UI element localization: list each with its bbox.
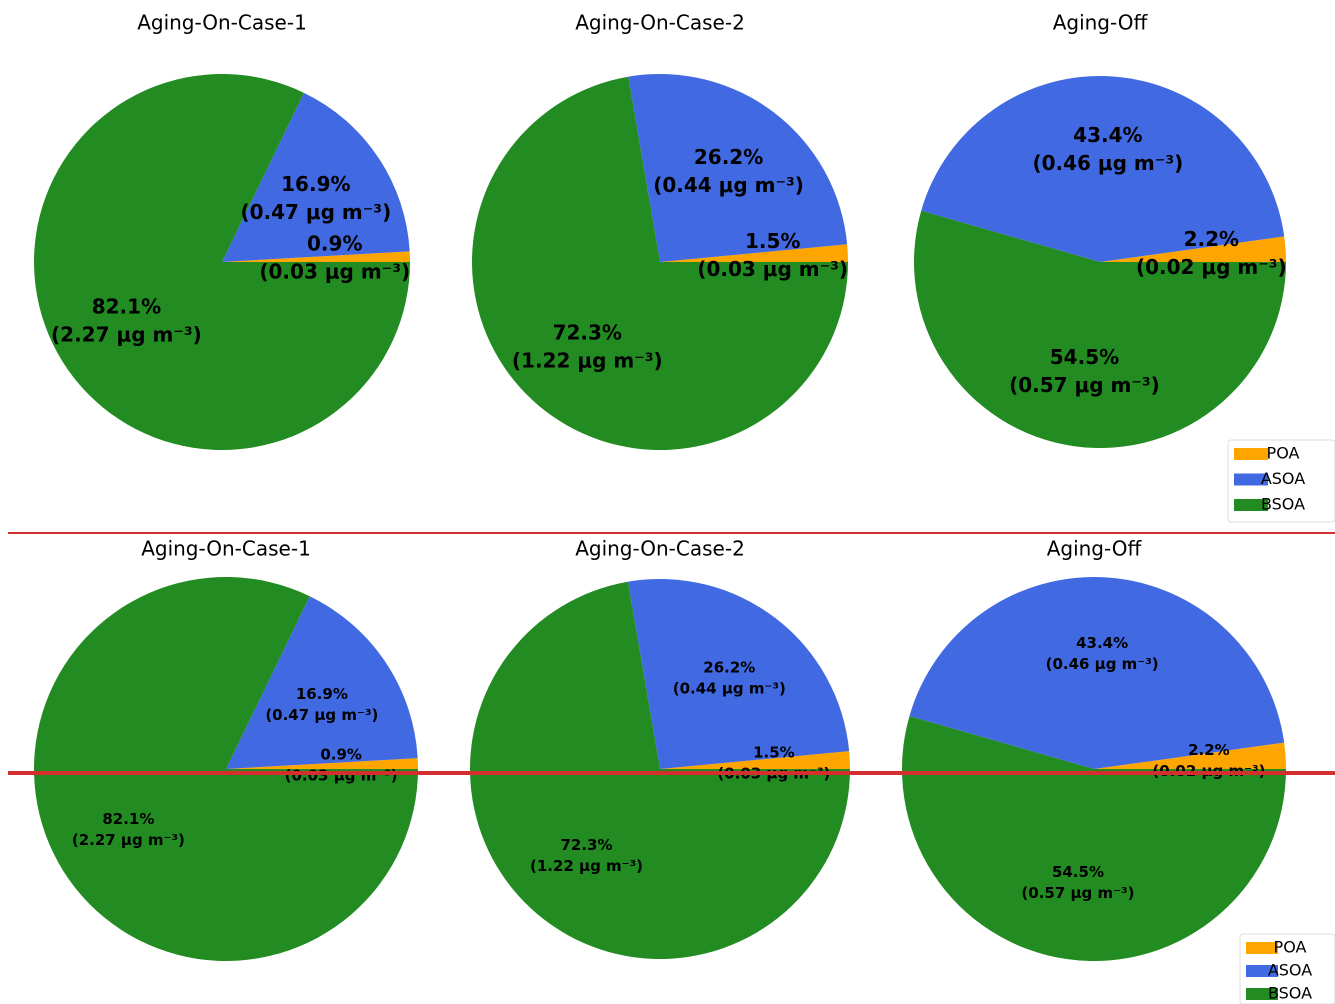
pie-wedge: [472, 76, 848, 450]
value-label: 26.2%: [694, 145, 763, 169]
pie-wedge: [222, 92, 410, 262]
pie-wedge: [628, 74, 848, 263]
legend-swatch: [1246, 988, 1278, 1000]
value-sublabel: (0.46 μg m⁻³): [1032, 151, 1183, 175]
value-label: 16.9%: [281, 172, 350, 196]
value-sublabel: (1.22 μg m⁻³): [530, 857, 643, 875]
value-sublabel: (0.02 μg m⁻³): [1136, 255, 1287, 279]
value-label: 26.2%: [703, 658, 755, 676]
chart-title: Aging-Off: [1053, 11, 1149, 35]
pie-wedge: [34, 577, 418, 962]
chart-title: Aging-Off: [1047, 537, 1143, 561]
legend-label: ASOA: [1261, 469, 1305, 488]
value-label: 2.2%: [1188, 741, 1230, 759]
pie-wedge: [660, 751, 850, 769]
value-sublabel: (0.03 μg m⁻³): [697, 257, 848, 281]
value-label: 82.1%: [92, 294, 161, 318]
legend-label: BSOA: [1268, 984, 1312, 1003]
pie-wedge: [226, 596, 418, 769]
value-sublabel: (1.22 μg m⁻³): [512, 349, 663, 373]
value-label: 16.9%: [296, 685, 348, 703]
value-sublabel: (0.03 μg m⁻³): [259, 259, 410, 283]
pie-wedge: [222, 251, 410, 262]
value-label: 82.1%: [102, 810, 154, 828]
value-sublabel: (0.46 μg m⁻³): [1046, 655, 1159, 673]
value-label: 43.4%: [1073, 123, 1142, 147]
pie-wedge: [913, 210, 1286, 449]
pie-wedge: [921, 76, 1285, 262]
pie-wedge: [226, 758, 418, 769]
value-sublabel: (0.47 μg m⁻³): [265, 706, 378, 724]
value-sublabel: (0.57 μg m⁻³): [1009, 373, 1160, 397]
value-label: 2.2%: [1184, 227, 1239, 251]
legend-label: ASOA: [1268, 961, 1312, 980]
value-sublabel: (0.44 μg m⁻³): [653, 173, 804, 197]
pie-wedge: [1100, 236, 1286, 262]
chart-title: Aging-On-Case-2: [575, 537, 745, 561]
legend-swatch: [1234, 473, 1268, 486]
value-label: 1.5%: [745, 229, 800, 253]
value-label: 0.9%: [307, 231, 362, 255]
value-sublabel: (2.27 μg m⁻³): [72, 831, 185, 849]
value-sublabel: (2.27 μg m⁻³): [51, 322, 202, 346]
value-label: 72.3%: [553, 321, 622, 345]
chart-title: Aging-On-Case-2: [575, 11, 745, 35]
legend-label: BSOA: [1261, 495, 1305, 514]
chart-title: Aging-On-Case-1: [137, 11, 307, 35]
legend-swatch: [1234, 448, 1268, 460]
value-sublabel: (0.57 μg m⁻³): [1021, 884, 1134, 902]
value-label: 54.5%: [1050, 345, 1119, 369]
value-label: 43.4%: [1076, 634, 1128, 652]
legend-swatch: [1234, 499, 1268, 511]
value-sublabel: (0.47 μg m⁻³): [240, 200, 391, 224]
chart-title: Aging-On-Case-1: [141, 537, 311, 561]
legend-label: POA: [1274, 938, 1307, 957]
legend-swatch: [1246, 965, 1278, 977]
pie-wedge: [902, 716, 1286, 961]
value-label: 1.5%: [753, 744, 795, 762]
legend-swatch: [1246, 942, 1278, 954]
value-sublabel: (0.03 μg m⁻³): [285, 767, 398, 785]
value-label: 72.3%: [560, 836, 612, 854]
pie-wedge: [909, 576, 1285, 769]
pie-wedge: [627, 579, 850, 769]
pie-wedge: [33, 73, 410, 450]
pie-wedge: [660, 244, 848, 262]
legend-label: POA: [1267, 444, 1300, 463]
pie-wedge: [1094, 742, 1286, 769]
value-label: 0.9%: [320, 746, 362, 764]
value-sublabel: (0.44 μg m⁻³): [673, 679, 786, 697]
pie-wedge: [470, 581, 850, 960]
value-label: 54.5%: [1052, 863, 1104, 881]
